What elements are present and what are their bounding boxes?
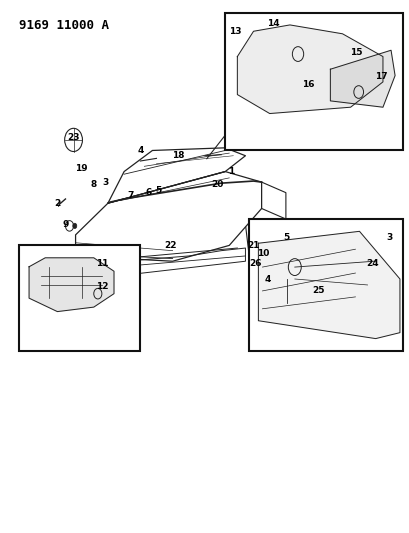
Text: 18: 18 <box>172 151 184 160</box>
Text: 15: 15 <box>350 49 362 58</box>
Text: 2: 2 <box>54 199 61 208</box>
Text: 5: 5 <box>155 185 161 195</box>
Text: 9: 9 <box>62 220 68 229</box>
Text: 4: 4 <box>264 275 270 284</box>
Text: 6: 6 <box>145 188 151 197</box>
Polygon shape <box>237 25 382 114</box>
Text: 19: 19 <box>75 164 88 173</box>
Text: 12: 12 <box>95 281 108 290</box>
Text: 3: 3 <box>385 233 391 242</box>
Text: 20: 20 <box>211 180 223 189</box>
Text: 14: 14 <box>267 19 279 28</box>
Text: 7: 7 <box>127 191 133 200</box>
Bar <box>249 219 402 351</box>
Text: 1: 1 <box>227 167 234 176</box>
Text: 17: 17 <box>374 72 387 81</box>
Text: 22: 22 <box>164 241 176 250</box>
Bar <box>225 13 402 150</box>
Text: 13: 13 <box>229 27 241 36</box>
Text: 5: 5 <box>282 233 288 242</box>
Text: 24: 24 <box>366 260 378 268</box>
Text: 4: 4 <box>137 146 143 155</box>
Text: 8: 8 <box>90 180 97 189</box>
Bar <box>19 245 140 351</box>
Polygon shape <box>29 258 114 312</box>
Text: 21: 21 <box>247 241 259 250</box>
Text: 16: 16 <box>301 80 314 89</box>
Polygon shape <box>258 231 399 338</box>
Text: 10: 10 <box>257 249 269 258</box>
Text: 3: 3 <box>103 177 109 187</box>
Text: 26: 26 <box>249 260 261 268</box>
Circle shape <box>72 223 76 229</box>
Text: 11: 11 <box>95 260 108 268</box>
Polygon shape <box>330 50 394 107</box>
Text: 25: 25 <box>311 286 324 295</box>
Text: 23: 23 <box>67 133 80 142</box>
Text: 9169 11000 A: 9169 11000 A <box>19 19 109 31</box>
